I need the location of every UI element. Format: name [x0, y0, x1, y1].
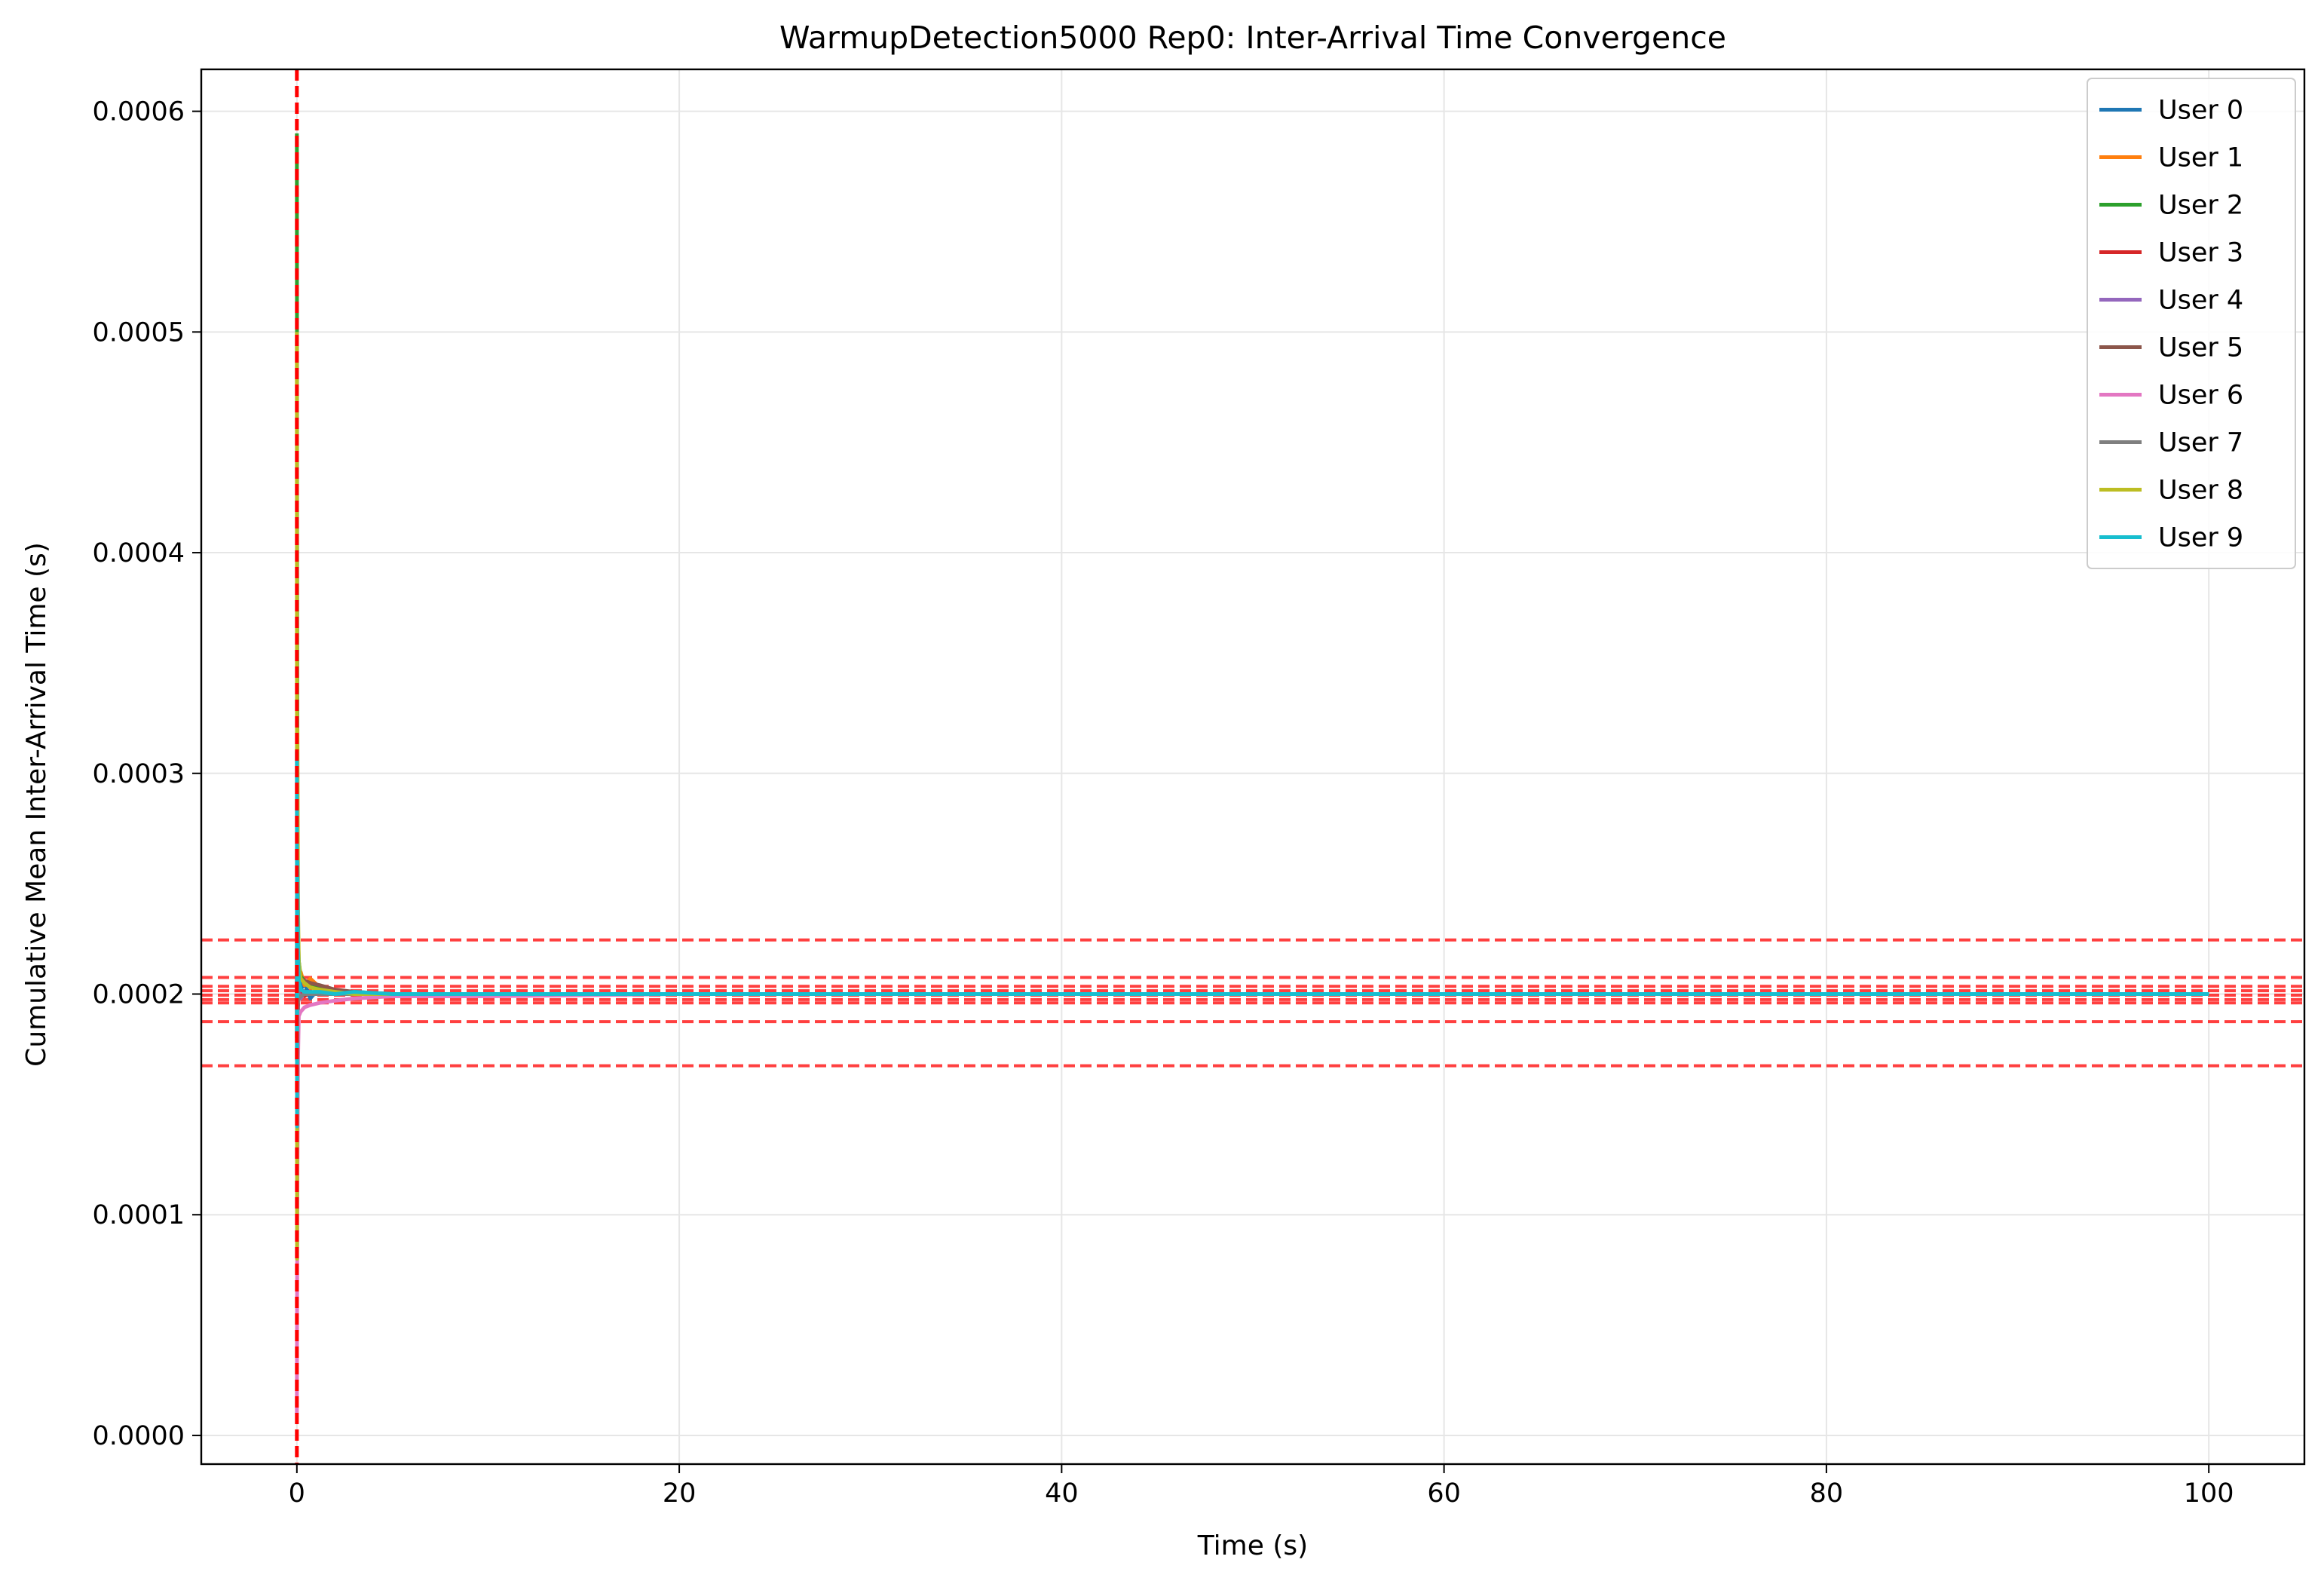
legend-label: User 9 — [2158, 523, 2243, 553]
legend-label: User 3 — [2158, 238, 2243, 268]
y-tick-label: 0.0003 — [93, 759, 185, 789]
legend-label: User 8 — [2158, 476, 2243, 506]
x-tick-label: 100 — [2184, 1478, 2234, 1509]
x-tick-label: 0 — [289, 1478, 305, 1509]
y-tick-label: 0.0004 — [93, 538, 185, 568]
y-axis-label: Cumulative Mean Inter-Arrival Time (s) — [21, 542, 52, 1067]
y-tick-label: 0.0005 — [93, 317, 185, 348]
x-tick-label: 20 — [663, 1478, 697, 1509]
y-tick-label: 0.0000 — [93, 1421, 185, 1451]
legend-label: User 2 — [2158, 191, 2243, 221]
x-tick-label: 40 — [1045, 1478, 1079, 1509]
x-axis-label: Time (s) — [1197, 1530, 1308, 1561]
y-axis-ticks: 0.0000 0.0001 0.0002 0.0003 0.0004 0.0005 0.00… — [93, 97, 201, 1451]
plot-area-frame — [200, 68, 2306, 1466]
legend-box — [2087, 78, 2296, 569]
legend-label: User 0 — [2158, 96, 2243, 126]
x-tick-label: 60 — [1427, 1478, 1461, 1509]
legend-label: User 1 — [2158, 143, 2243, 173]
legend-label: User 6 — [2158, 381, 2243, 411]
y-tick-label: 0.0006 — [93, 97, 185, 127]
legend: User 0 User 1 User 2 User 3 User 4 User 5 User… — [2087, 78, 2296, 569]
x-tick-label: 80 — [1810, 1478, 1844, 1509]
y-tick-label: 0.0001 — [93, 1200, 185, 1230]
chart-title: WarmupDetection5000 Rep0: Inter-Arrival … — [779, 20, 1726, 56]
y-tick-label: 0.0002 — [93, 980, 185, 1010]
legend-label: User 7 — [2158, 428, 2243, 458]
legend-label: User 5 — [2158, 333, 2243, 363]
x-axis-ticks: 0 20 40 60 80 100 — [289, 1464, 2234, 1509]
legend-label: User 4 — [2158, 286, 2243, 316]
